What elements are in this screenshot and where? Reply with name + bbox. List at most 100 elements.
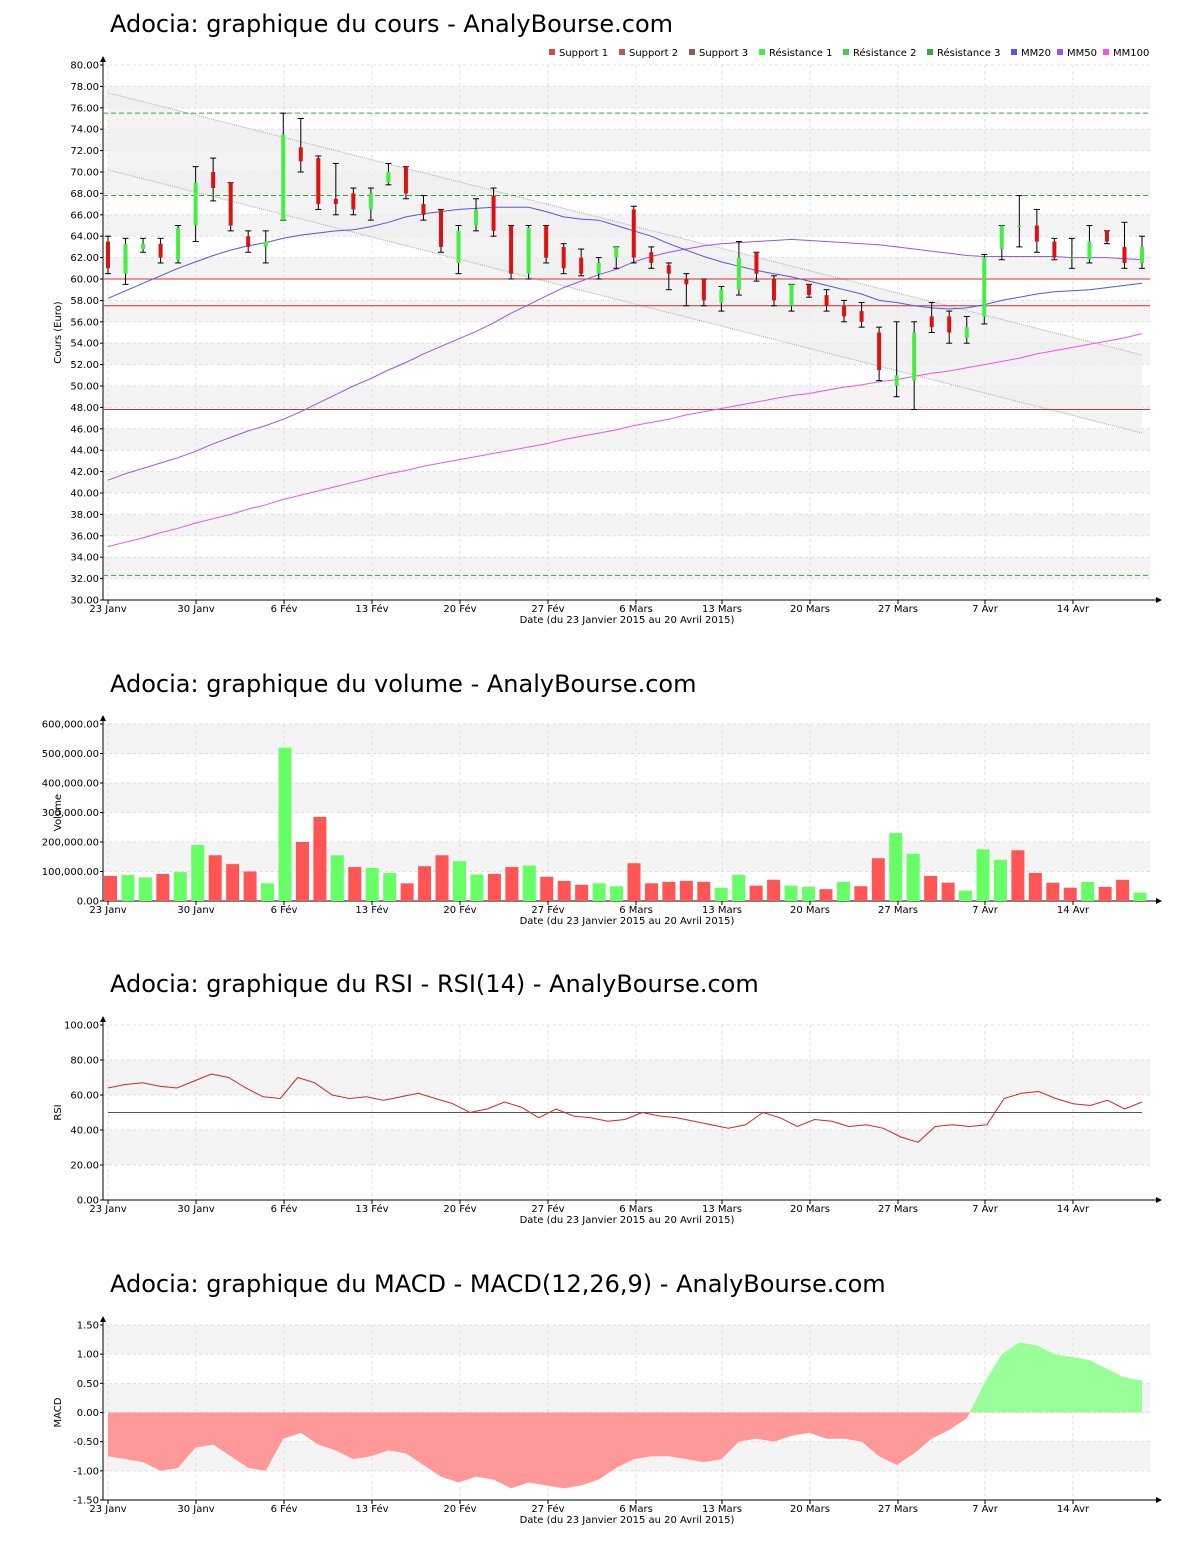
- volume-bar: [976, 849, 990, 901]
- candle-body: [526, 227, 531, 274]
- x-tick-label: 13 Mars: [702, 905, 742, 916]
- candle-body: [1087, 241, 1092, 260]
- candle-body: [877, 332, 882, 370]
- y-tick-label: 40.00: [70, 1126, 99, 1137]
- volume-bar: [540, 876, 554, 901]
- candle-body: [176, 227, 181, 260]
- x-tick-label: 27 Fév: [531, 603, 564, 615]
- x-tick-label: 14 Avr: [1057, 1504, 1090, 1515]
- y-axis-arrow: [100, 1016, 106, 1022]
- x-tick-label: 14 Avr: [1057, 604, 1090, 615]
- volume-bar: [714, 887, 728, 901]
- macd-chart-title: Adocia: graphique du MACD - MACD(12,26,9…: [110, 1270, 886, 1298]
- candle-body: [368, 193, 373, 210]
- volume-bar: [313, 816, 327, 901]
- x-tick-label: 27 Fév: [531, 1203, 564, 1215]
- candle-body: [596, 262, 601, 274]
- candle-body: [281, 134, 286, 221]
- y-tick-label: 38.00: [70, 510, 99, 521]
- volume-bar: [191, 844, 205, 901]
- candle-body: [456, 230, 461, 263]
- volume-bar: [278, 747, 292, 901]
- y-tick-label: 80.00: [70, 61, 99, 72]
- y-tick-label: 50.00: [70, 382, 99, 393]
- legend-entry: Résistance 3: [937, 47, 1000, 59]
- x-tick-label: 27 Mars: [878, 604, 918, 615]
- x-tick-label: 27 Mars: [878, 1204, 918, 1215]
- volume-bar: [243, 871, 257, 901]
- candle-body: [579, 257, 584, 274]
- y-axis-title: Cours (Euro): [53, 301, 64, 364]
- candle-body: [719, 289, 724, 303]
- candle-body: [824, 295, 829, 306]
- macd-positive-area: [969, 1342, 1142, 1413]
- volume-bar: [383, 872, 397, 901]
- x-axis-arrow: [1156, 1197, 1162, 1203]
- candle-body: [158, 243, 163, 258]
- candle-body: [754, 252, 759, 274]
- grid-band: [103, 129, 1150, 151]
- x-tick-label: 27 Fév: [531, 1503, 564, 1515]
- candle-body: [999, 225, 1004, 250]
- rsi-chart-title: Adocia: graphique du RSI - RSI(14) - Ana…: [110, 970, 759, 998]
- y-tick-label: 58.00: [70, 296, 99, 307]
- candle-body: [1122, 246, 1127, 263]
- x-tick-label: 27 Mars: [878, 905, 918, 916]
- y-tick-label: 200,000.00: [42, 838, 99, 849]
- y-tick-label: 300,000.00: [42, 808, 99, 819]
- y-tick-label: 100.00: [64, 1021, 99, 1032]
- volume-bar: [1028, 872, 1042, 901]
- x-tick-label: 20 Fév: [443, 1203, 476, 1215]
- y-tick-label: 44.00: [70, 446, 99, 457]
- candle-body: [701, 279, 706, 301]
- y-tick-label: 0.00: [77, 1408, 99, 1419]
- x-tick-label: 13 Mars: [702, 604, 742, 615]
- volume-bar: [1011, 850, 1025, 901]
- x-tick-label: 23 Janv: [89, 905, 126, 916]
- y-tick-label: 54.00: [70, 339, 99, 350]
- volume-bar: [662, 881, 676, 901]
- legend-swatch: [689, 49, 695, 55]
- volume-bar: [644, 883, 658, 901]
- volume-bar: [557, 880, 571, 901]
- volume-bar: [261, 883, 275, 901]
- legend-entry: MM50: [1067, 48, 1097, 59]
- y-tick-label: 56.00: [70, 317, 99, 328]
- volume-bar: [522, 865, 536, 901]
- y-tick-label: 64.00: [70, 232, 99, 243]
- y-tick-label: 1.50: [77, 1321, 99, 1332]
- x-tick-label: 6 Mars: [619, 604, 653, 615]
- candle-body: [141, 243, 146, 250]
- candle-body: [106, 241, 110, 269]
- legend-entry: Support 3: [699, 48, 748, 59]
- y-tick-label: 600,000.00: [42, 720, 99, 731]
- candle-body: [123, 243, 128, 274]
- mm100-line: [107, 333, 1143, 547]
- x-tick-label: 13 Fév: [355, 904, 388, 916]
- candle-body: [684, 279, 689, 285]
- y-tick-label: 100,000.00: [42, 867, 99, 878]
- y-axis-arrow: [100, 1316, 106, 1322]
- volume-bar: [924, 875, 938, 901]
- volume-bar: [802, 886, 815, 901]
- candle-body: [491, 195, 496, 231]
- candle-body: [316, 158, 321, 205]
- x-axis-title: Date (du 23 Janvier 2015 au 20 Avril 201…: [520, 916, 735, 927]
- candle-body: [982, 257, 987, 317]
- y-tick-label: 62.00: [70, 253, 99, 264]
- x-tick-label: 20 Fév: [443, 904, 476, 916]
- x-tick-label: 20 Fév: [443, 603, 476, 615]
- y-tick-label: 76.00: [70, 103, 99, 114]
- volume-bar: [330, 855, 344, 901]
- legend-swatch: [927, 49, 933, 55]
- legend-entry: Support 1: [559, 48, 608, 59]
- y-axis-arrow: [100, 56, 106, 62]
- candle-body: [929, 316, 934, 328]
- x-tick-label: 13 Fév: [355, 1203, 388, 1215]
- grid-band: [103, 471, 1150, 493]
- x-tick-label: 27 Mars: [878, 1504, 918, 1515]
- y-tick-label: 500,000.00: [42, 749, 99, 760]
- candle-body: [842, 305, 847, 317]
- volume-bar: [104, 875, 117, 901]
- macd-negative-area: [108, 1412, 970, 1489]
